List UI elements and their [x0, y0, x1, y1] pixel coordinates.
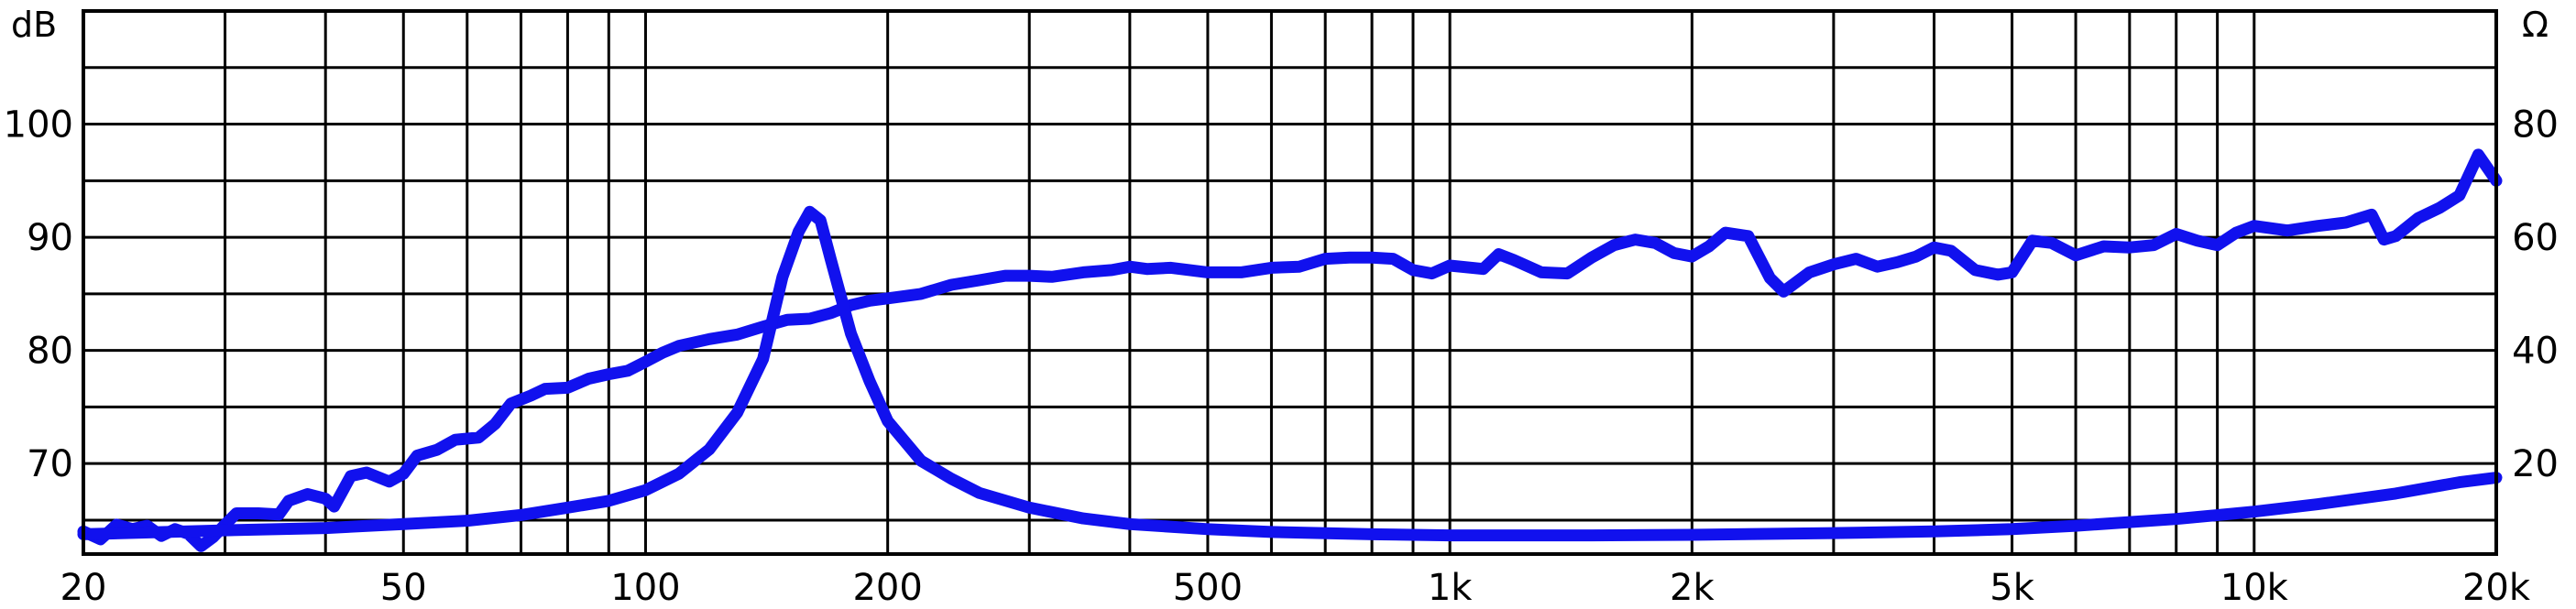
impedance-curve — [77, 205, 2503, 542]
right-y-tick-label: 40 — [2512, 331, 2559, 373]
right-y-tick-label: 20 — [2512, 443, 2559, 485]
x-tick-label: 10k — [2220, 567, 2289, 609]
left-y-tick-label: 100 — [4, 104, 73, 147]
x-tick-label: 2k — [1670, 567, 1715, 609]
left-y-tick-label: 80 — [27, 331, 73, 373]
right-axis-unit: Ω — [2522, 5, 2549, 45]
x-tick-label: 500 — [1173, 567, 1243, 609]
x-tick-label: 5k — [1990, 567, 2034, 609]
spl-curve — [77, 148, 2503, 552]
right-y-tick-label: 80 — [2512, 104, 2559, 147]
left-y-tick-label: 70 — [27, 443, 73, 485]
x-tick-label: 100 — [610, 567, 680, 609]
chart-grid — [83, 11, 2496, 554]
chart-series — [77, 148, 2503, 552]
x-tick-label: 1k — [1428, 567, 1473, 609]
x-tick-label: 20 — [60, 567, 107, 609]
plot-area-frame — [82, 9, 2498, 556]
axis-tick-labels: 20 50 100 200 500 1k 2k 5k 10k 20k 70 80 90 100 20 40 60… — [4, 104, 2559, 609]
right-y-tick-label: 60 — [2512, 217, 2559, 259]
left-y-tick-label: 90 — [27, 217, 73, 259]
left-axis-unit: dB — [11, 5, 57, 45]
x-tick-label: 200 — [852, 567, 922, 609]
x-tick-label: 50 — [380, 567, 427, 609]
x-tick-label: 20k — [2462, 567, 2531, 609]
